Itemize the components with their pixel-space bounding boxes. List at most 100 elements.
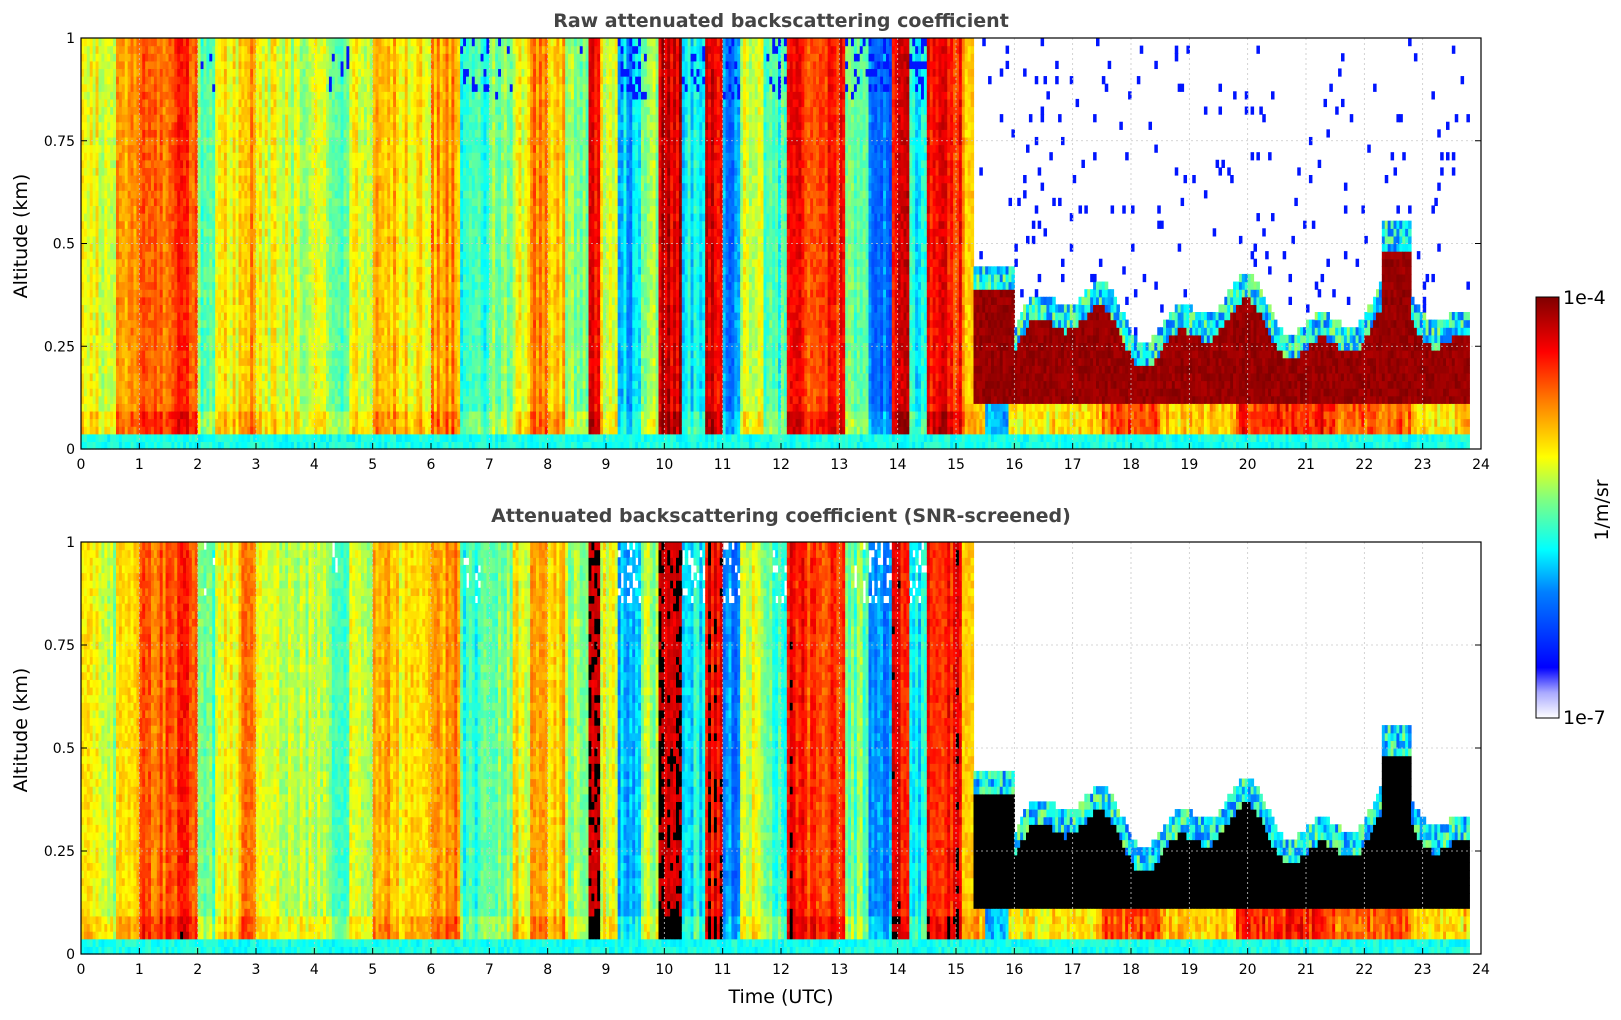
heatmap-cell [174,53,178,62]
heatmap-cell [121,38,126,47]
heatmap-cell [139,403,143,412]
heatmap-cell [180,114,184,123]
heatmap-cell [159,76,164,85]
heatmap-cell [153,281,158,290]
heatmap-cell [118,426,123,435]
heatmap-cell [153,38,158,47]
heatmap-cell [104,403,108,412]
heatmap-cell [92,167,97,176]
heatmap-cell [86,258,91,267]
heatmap-cell [162,266,167,275]
heatmap-cell [104,167,108,176]
heatmap-cell [113,410,117,420]
heatmap-cell [151,410,155,420]
heatmap-cell [136,350,140,359]
heatmap-cell [148,289,152,298]
heatmap-cell [98,380,103,389]
heatmap-cell [89,426,94,435]
heatmap-cell [136,136,140,146]
heatmap-cell [165,159,170,168]
heatmap-cell [86,426,91,435]
heatmap-cell [113,159,117,168]
heatmap-cell [168,266,173,275]
heatmap-cell [95,433,100,442]
heatmap-cell [98,281,103,290]
heatmap-cell [92,53,97,62]
heatmap-cell [107,243,111,252]
heatmap-cell [98,319,103,328]
heatmap-cell [86,312,91,321]
heatmap-cell [162,83,167,92]
heatmap-cell [124,228,129,237]
heatmap-cell [107,175,111,184]
heatmap-cell [92,114,97,123]
heatmap-cell [183,410,187,420]
heatmap-cell [116,395,120,404]
heatmap-cell [136,197,140,207]
heatmap-cell [171,152,175,161]
heatmap-cell [180,251,184,260]
heatmap-cell [177,357,181,366]
heatmap-cell [121,60,126,70]
heatmap-cell [159,433,164,442]
heatmap-cell [121,213,126,222]
heatmap-cell [162,106,167,115]
heatmap-cell [153,144,158,153]
heatmap-cell [177,60,181,70]
heatmap-cell [89,281,94,290]
heatmap-cell [83,38,88,47]
heatmap-cell [127,68,132,77]
heatmap-cell [83,45,88,54]
heatmap-cell [101,114,105,123]
heatmap-cell [130,327,135,336]
heatmap-cell [165,327,170,336]
heatmap-cell [127,426,132,435]
heatmap-cell [183,251,187,260]
heatmap-cell [136,213,140,222]
heatmap-cell [101,144,105,153]
heatmap-cell [107,167,111,176]
heatmap-cell [177,190,181,199]
heatmap-cell [133,312,138,321]
heatmap-cell [180,350,184,359]
heatmap-cell [86,342,91,351]
heatmap-cell [107,342,111,351]
heatmap-cell [174,289,178,298]
heatmap-cell [145,281,149,290]
heatmap-cell [168,68,173,77]
heatmap-cell [156,403,161,412]
heatmap-cell [89,289,94,298]
heatmap-cell [136,121,140,130]
heatmap-cell [104,357,108,366]
heatmap-cell [118,365,123,374]
heatmap-cell [171,304,175,313]
heatmap-cell [162,220,167,229]
heatmap-cell [101,251,105,260]
heatmap-cell [118,251,123,260]
heatmap-cell [133,273,138,283]
heatmap-cell [98,175,103,184]
heatmap-cell [142,441,146,450]
heatmap-cell [171,91,175,100]
heatmap-cell [139,433,143,442]
heatmap-cell [174,106,178,115]
heatmap-cell [151,106,155,115]
heatmap-cell [124,197,129,207]
heatmap-cell [148,350,152,359]
heatmap-cell [165,114,170,123]
heatmap-cell [95,152,100,161]
heatmap-cell [124,296,129,305]
heatmap-cell [139,357,143,366]
heatmap-cell [168,251,173,260]
heatmap-cell [124,114,129,123]
heatmap-cell [133,410,138,420]
heatmap-cell [151,68,155,77]
heatmap-cell [110,433,114,442]
heatmap-cell [95,197,100,207]
heatmap-cell [156,273,161,283]
heatmap-cell [133,235,138,245]
heatmap-cell [104,175,108,184]
heatmap-cell [153,289,158,298]
heatmap-cell [107,228,111,237]
heatmap-cell [83,243,88,252]
